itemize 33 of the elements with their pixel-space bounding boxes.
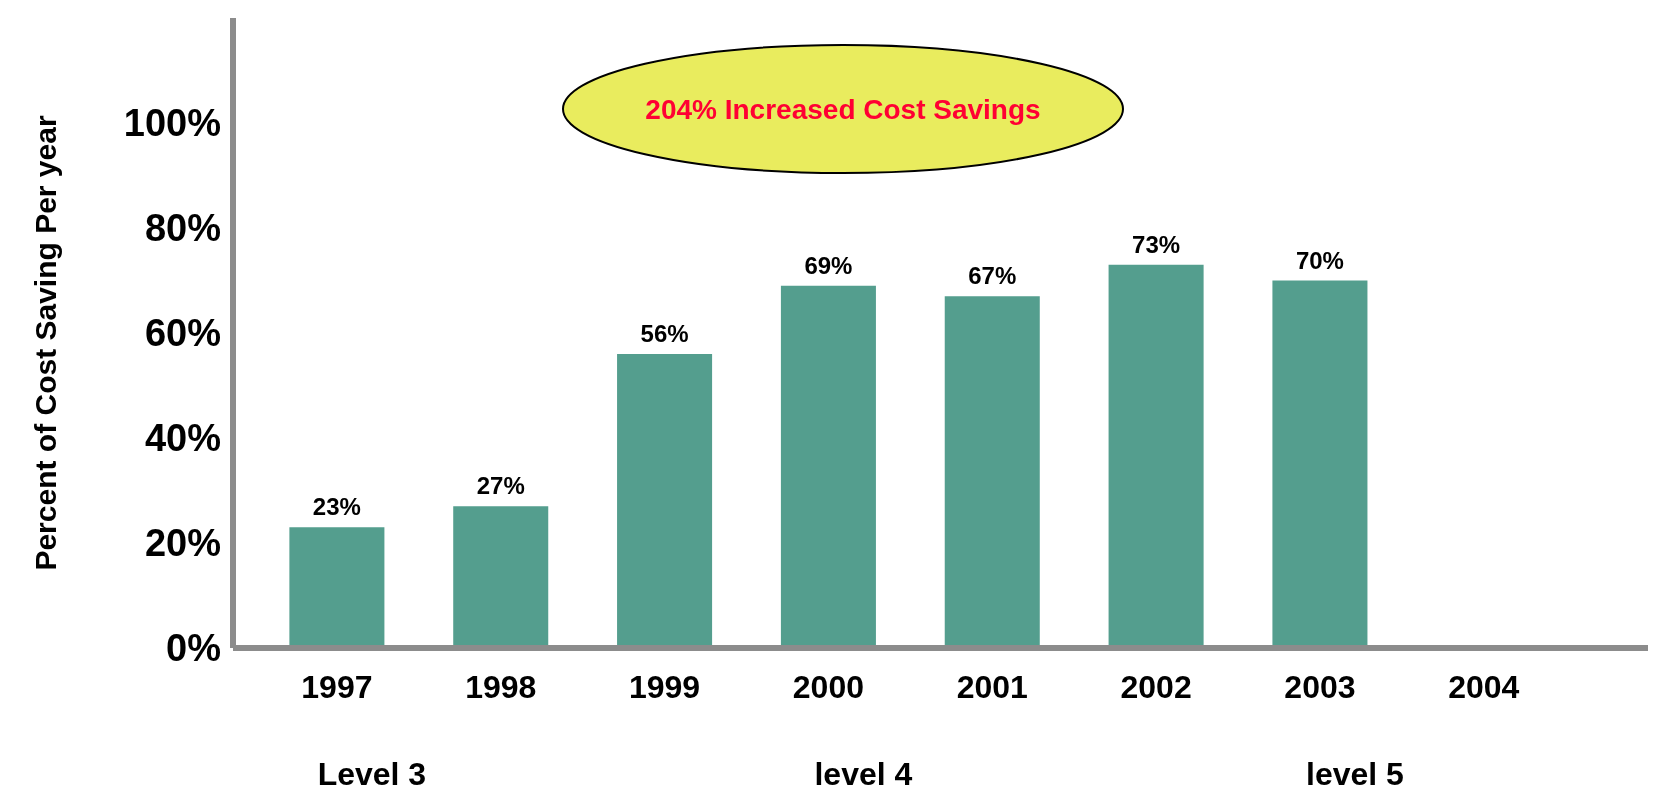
- data-label: 73%: [1132, 230, 1181, 258]
- annotation: 204% Increased Cost Savings: [645, 93, 1041, 125]
- x-tick-label: 1998: [465, 669, 537, 705]
- x-tick-label: 2001: [956, 669, 1028, 705]
- bar: [1272, 280, 1368, 648]
- data-label: 23%: [312, 493, 361, 521]
- bar: [944, 296, 1040, 648]
- data-label: 27%: [476, 472, 525, 500]
- x-tick-label: 2003: [1284, 669, 1356, 705]
- x-tick-label: 2004: [1448, 669, 1520, 705]
- x-tick-label: 1997: [301, 669, 373, 705]
- bar: [1108, 264, 1204, 648]
- bar: [617, 354, 713, 648]
- text: level 5: [1306, 756, 1404, 792]
- y-tick-label: 100%: [123, 102, 221, 145]
- bar: [289, 527, 385, 648]
- data-label: 70%: [1295, 246, 1344, 274]
- data-label: 67%: [968, 262, 1017, 290]
- data-label: 56%: [640, 320, 689, 347]
- bar: [453, 506, 549, 648]
- bar: [780, 285, 876, 648]
- text: level 4: [814, 756, 913, 792]
- text: Level 3: [317, 756, 427, 792]
- y-axis-title: Percent of Cost Saving Per year: [29, 115, 62, 571]
- y-tick-label: 20%: [144, 522, 221, 565]
- y-tick-label: 80%: [144, 207, 221, 250]
- x-tick-label: 2002: [1120, 669, 1192, 705]
- y-tick-label: 0%: [166, 627, 221, 670]
- x-tick-label: 2000: [792, 669, 865, 705]
- data-label: 69%: [804, 251, 853, 279]
- y-tick-label: 60%: [144, 312, 221, 355]
- x-tick-label: 1999: [628, 669, 701, 705]
- y-tick-label: 40%: [144, 417, 221, 460]
